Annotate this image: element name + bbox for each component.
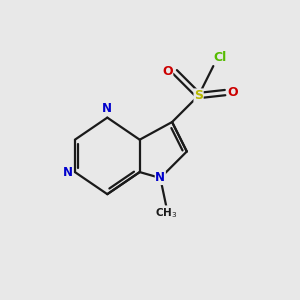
Text: S: S — [194, 89, 203, 102]
Text: O: O — [227, 86, 238, 99]
Text: N: N — [155, 172, 165, 184]
Text: Cl: Cl — [213, 51, 226, 64]
Text: N: N — [63, 166, 73, 178]
Text: O: O — [162, 65, 173, 79]
Text: CH$_3$: CH$_3$ — [155, 206, 177, 220]
Text: N: N — [102, 102, 112, 115]
